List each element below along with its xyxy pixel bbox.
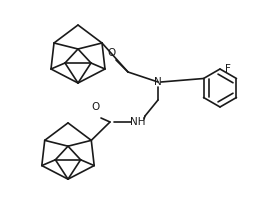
Text: O: O bbox=[108, 48, 116, 58]
Text: O: O bbox=[92, 102, 100, 112]
Text: N: N bbox=[154, 77, 162, 87]
Text: NH: NH bbox=[130, 117, 146, 127]
Text: F: F bbox=[225, 64, 231, 74]
